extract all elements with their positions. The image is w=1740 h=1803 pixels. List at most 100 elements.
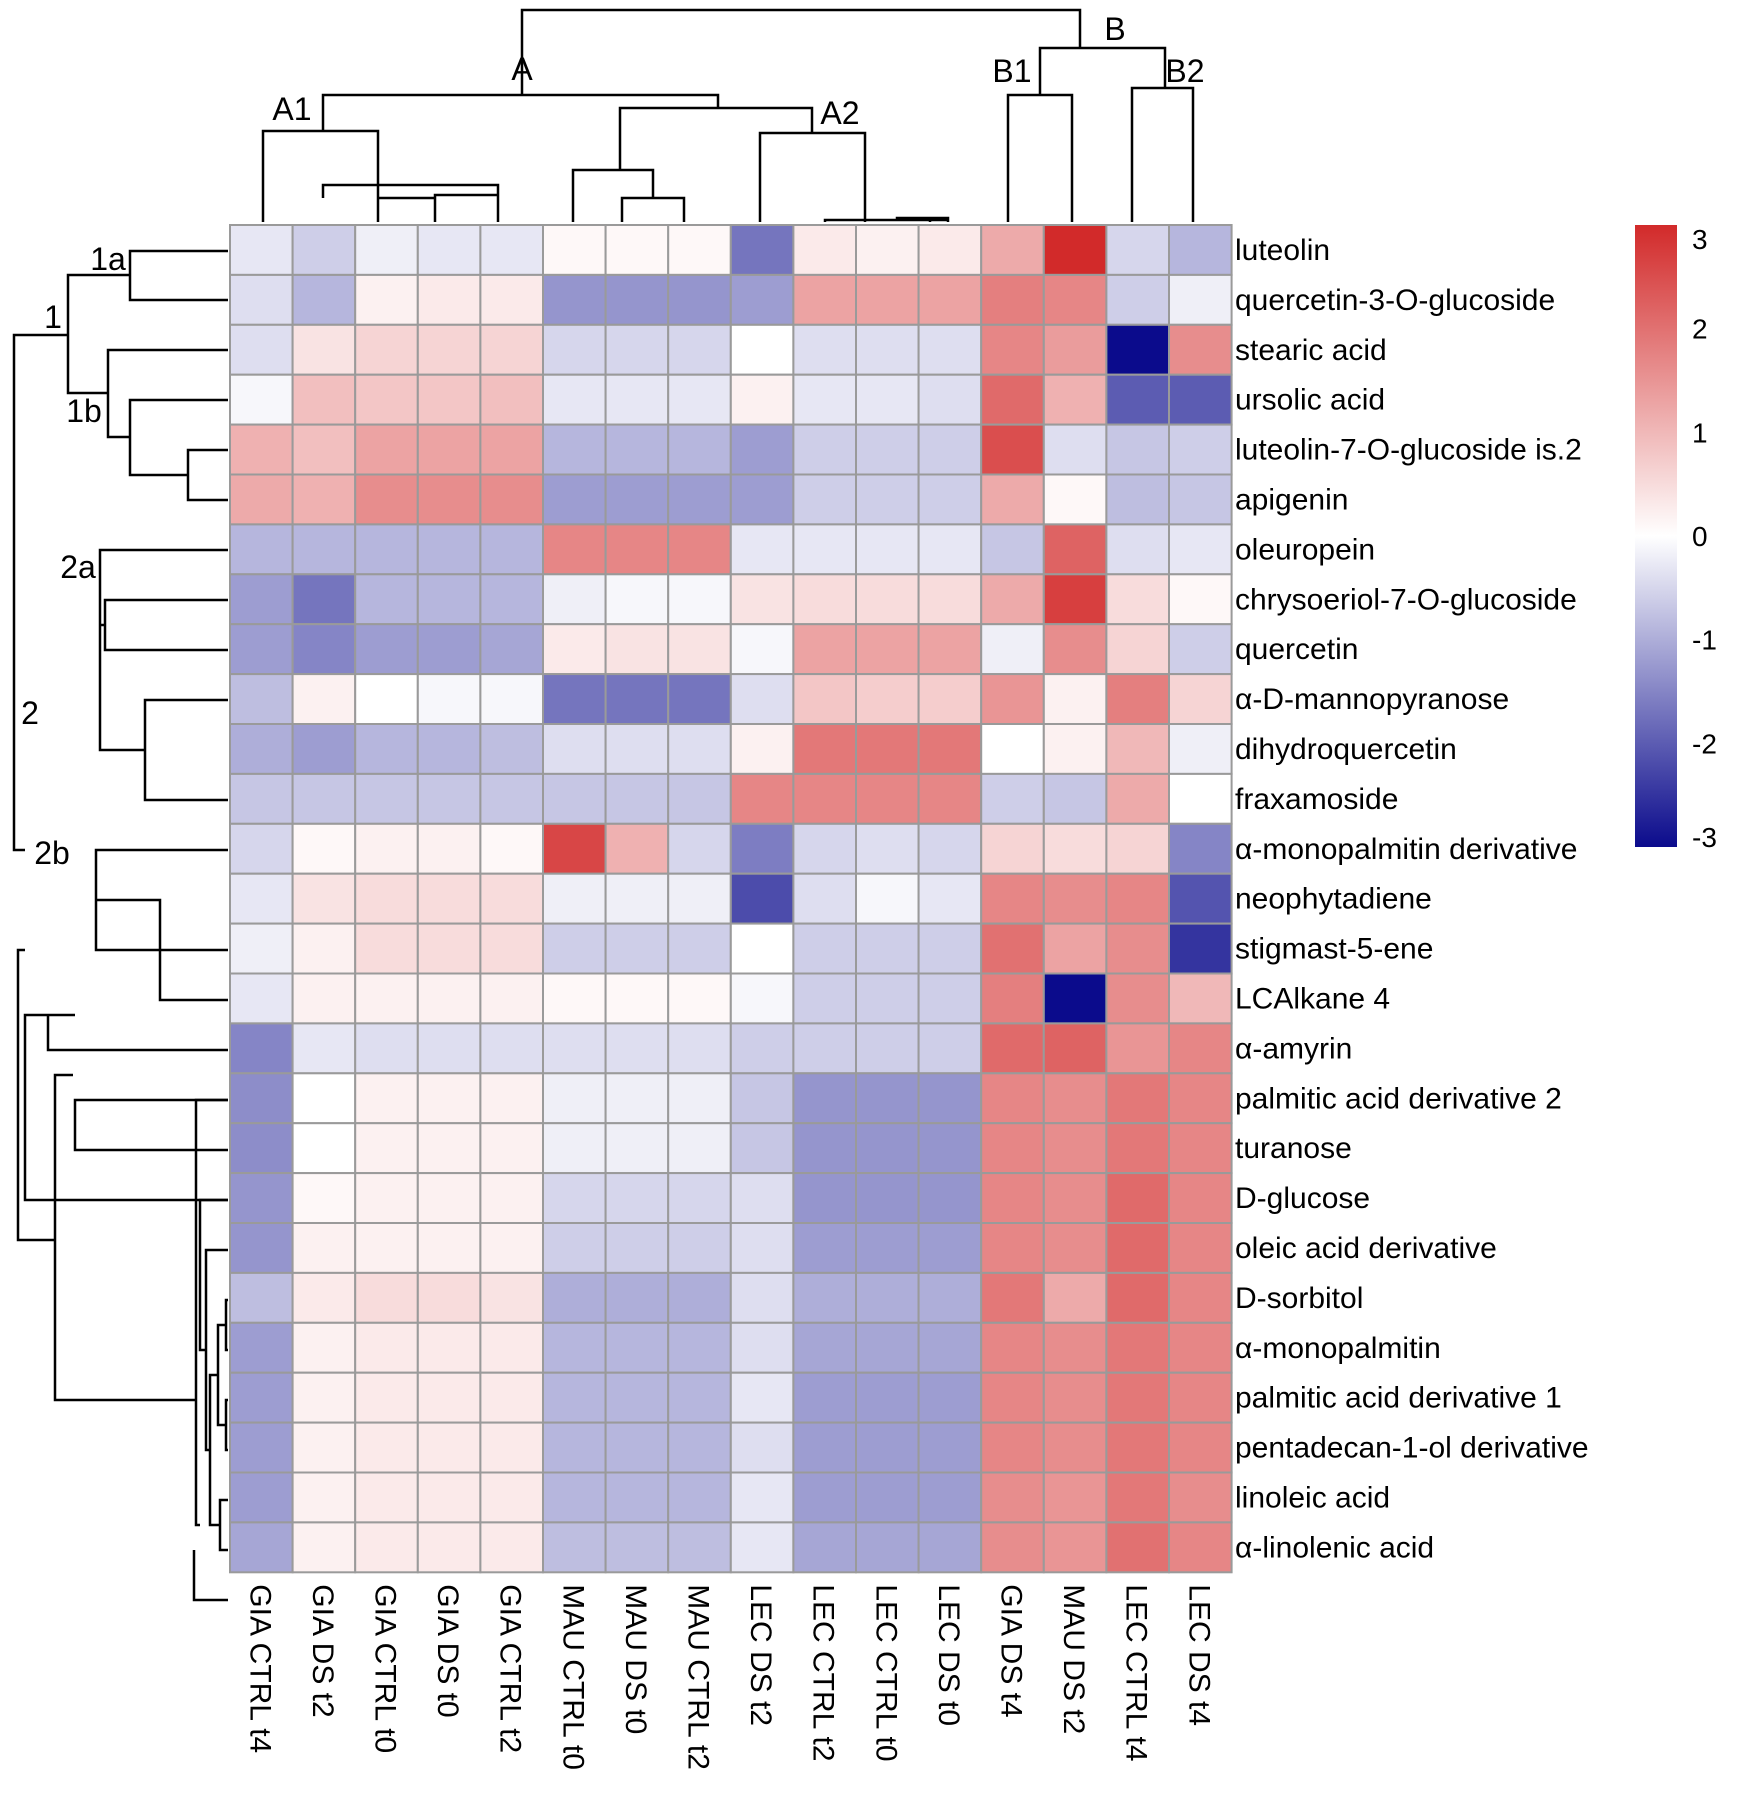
heatmap-cell: [792, 1022, 858, 1075]
heatmap-cell: [229, 224, 294, 276]
heatmap-cell: [980, 273, 1045, 326]
heatmap-cell: [667, 1321, 732, 1374]
heatmap-cell: [291, 1321, 357, 1374]
heatmap-cell: [917, 373, 983, 426]
heatmap-cell: [1042, 1371, 1108, 1424]
colorbar-tick-label: 0: [1692, 521, 1708, 552]
heatmap-cell: [1168, 1371, 1233, 1424]
heatmap-cell: [792, 473, 858, 526]
heatmap-cell: [1168, 473, 1233, 526]
heatmap-cell: [1105, 673, 1171, 725]
heatmap-cell: [291, 723, 357, 775]
heatmap-cell: [667, 872, 732, 925]
heatmap-cell: [604, 1371, 670, 1424]
heatmap-cell: [291, 623, 357, 676]
heatmap-cell: [729, 1122, 795, 1175]
heatmap-cell: [479, 323, 544, 376]
heatmap-cell: [1105, 1271, 1171, 1324]
cluster-label-A1: A1: [272, 91, 311, 127]
heatmap-cell: [604, 1421, 670, 1474]
row-labels: luteolin quercetin-3-O-glucoside stearic a…: [1235, 234, 1589, 1564]
heatmap-cell: [729, 623, 795, 676]
heatmap-cell: [542, 972, 607, 1025]
heatmap-cell: [542, 1022, 607, 1075]
heatmap-cell: [667, 1471, 732, 1524]
heatmap-cell: [1042, 623, 1108, 676]
heatmap-cell: [1042, 373, 1108, 426]
heatmap-cell: [855, 723, 920, 775]
heatmap-cell: [980, 1371, 1045, 1424]
heatmap-cell: [855, 323, 920, 376]
heatmap-cell: [542, 1371, 607, 1424]
heatmap-cell: [917, 772, 983, 825]
heatmap-cell: [1042, 473, 1108, 526]
heatmap-cell: [1042, 224, 1108, 276]
heatmap-cell: [792, 423, 858, 476]
heatmap-cell: [1105, 772, 1171, 825]
heatmap-cell: [354, 673, 419, 725]
row-label: pentadecan-1-ol derivative: [1235, 1432, 1589, 1465]
heatmap-cell: [980, 1022, 1045, 1075]
heatmap-cell: [1168, 1521, 1233, 1574]
heatmap-cell: [416, 922, 482, 975]
heatmap-cell: [542, 1072, 607, 1125]
heatmap-cell: [792, 1371, 858, 1424]
heatmap-cell: [229, 1521, 294, 1574]
heatmap-cell: [354, 373, 419, 426]
heatmap-cell: [980, 1321, 1045, 1374]
heatmap-cell: [291, 1122, 357, 1175]
heatmap-cell: [354, 273, 419, 326]
heatmap-cell: [354, 323, 419, 376]
heatmap-cell: [479, 623, 544, 676]
heatmap-cell: [542, 1321, 607, 1374]
heatmap-cell: [1042, 1122, 1108, 1175]
heatmap-cell: [667, 573, 732, 626]
heatmap-cell: [1105, 224, 1171, 276]
column-label: LEC CTRL t4: [1120, 1584, 1153, 1761]
row-label: dihydroquercetin: [1235, 733, 1457, 766]
heatmap-cell: [980, 1471, 1045, 1524]
heatmap-cell: [229, 623, 294, 676]
heatmap-cell: [729, 1271, 795, 1324]
heatmap-cell: [1042, 1271, 1108, 1324]
heatmap-cell: [416, 1271, 482, 1324]
heatmap-cell: [291, 1271, 357, 1324]
column-label: LEC DS t2: [744, 1584, 777, 1726]
heatmap-cell: [1168, 1122, 1233, 1175]
column-label: GIA DS t0: [431, 1584, 464, 1717]
heatmap-cell: [542, 423, 607, 476]
heatmap-cell: [729, 573, 795, 626]
heatmap-cell: [980, 1172, 1045, 1224]
heatmap-cell: [479, 822, 544, 875]
heatmap-cell: [792, 1321, 858, 1374]
heatmap-cell: [980, 1521, 1045, 1574]
heatmap-cell: [980, 423, 1045, 476]
heatmap-cell: [542, 373, 607, 426]
heatmap-cell: [354, 623, 419, 676]
heatmap-cell: [792, 1122, 858, 1175]
cluster-label-2a: 2a: [60, 549, 96, 585]
heatmap-cell: [667, 772, 732, 825]
heatmap-cell: [729, 1172, 795, 1224]
heatmap-cell: [291, 1421, 357, 1474]
heatmap-cell: [479, 1321, 544, 1374]
heatmap-cell: [855, 1172, 920, 1224]
heatmap-cell: [291, 523, 357, 576]
heatmap-cell: [604, 1521, 670, 1574]
heatmap-cell: [229, 1172, 294, 1224]
colorbar-tick-label: 1: [1692, 417, 1708, 448]
heatmap-cell: [229, 1471, 294, 1524]
heatmap-cell: [980, 1122, 1045, 1175]
heatmap-cell: [291, 673, 357, 725]
heatmap-cell: [604, 623, 670, 676]
heatmap-cell: [479, 872, 544, 925]
heatmap-cell: [479, 673, 544, 725]
heatmap-cell: [542, 1172, 607, 1224]
heatmap-cell: [479, 1521, 544, 1574]
heatmap-cell: [542, 872, 607, 925]
heatmap-cell: [1168, 723, 1233, 775]
heatmap-cell: [291, 1222, 357, 1274]
heatmap-cell: [1042, 273, 1108, 326]
heatmap-cell: [792, 772, 858, 825]
heatmap-cell: [291, 1022, 357, 1075]
